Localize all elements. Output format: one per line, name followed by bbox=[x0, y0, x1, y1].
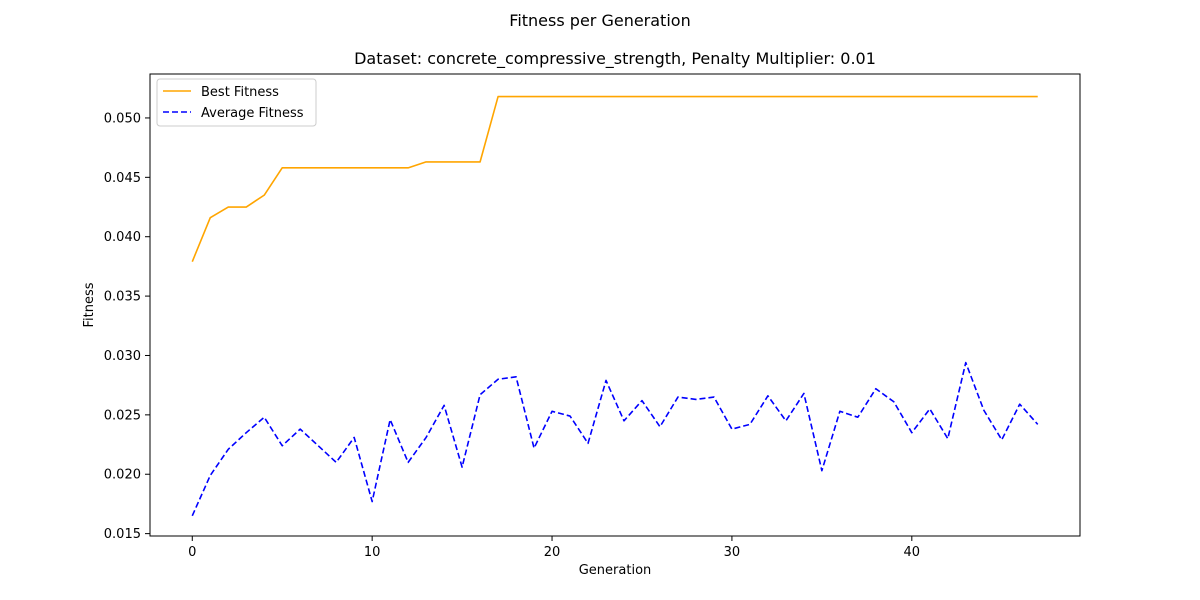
y-tick-label: 0.025 bbox=[104, 408, 141, 423]
axes-frame bbox=[149, 73, 1081, 537]
legend-label-average-fitness: Average Fitness bbox=[201, 106, 304, 121]
y-axis-label: Fitness bbox=[82, 282, 97, 327]
y-tick-label: 0.035 bbox=[104, 290, 141, 305]
x-tick-label: 20 bbox=[544, 545, 561, 560]
x-tick-label: 40 bbox=[904, 545, 921, 560]
x-tick-label: 10 bbox=[364, 545, 381, 560]
chart-suptitle: Fitness per Generation bbox=[509, 11, 690, 30]
y-tick-label: 0.030 bbox=[104, 349, 141, 364]
series-line-average-fitness bbox=[191, 361, 1039, 517]
series-layer bbox=[191, 95, 1039, 517]
x-tick-label: 0 bbox=[188, 545, 196, 560]
chart-title: Dataset: concrete_compressive_strength, … bbox=[354, 49, 876, 69]
series-line-best-fitness bbox=[191, 95, 1038, 262]
legend-label-best-fitness: Best Fitness bbox=[201, 85, 279, 100]
y-axis-ticks: 0.015 0.020 0.025 0.030 0.035 0.040 0.045 0.050 bbox=[104, 111, 150, 542]
legend: Best Fitness Average Fitness bbox=[156, 78, 317, 127]
y-tick-label: 0.045 bbox=[104, 171, 141, 186]
y-tick-label: 0.050 bbox=[104, 111, 141, 126]
x-axis-label: Generation bbox=[579, 563, 652, 578]
y-tick-label: 0.040 bbox=[104, 230, 141, 245]
legend-box bbox=[156, 78, 317, 127]
plot-area: 0 10 20 30 40 0.015 0.020 0.025 0.030 0.035 0.040… bbox=[104, 73, 1081, 560]
y-tick-label: 0.015 bbox=[104, 527, 141, 542]
x-axis-ticks: 0 10 20 30 40 bbox=[188, 536, 920, 560]
x-tick-label: 30 bbox=[724, 545, 741, 560]
y-tick-label: 0.020 bbox=[104, 468, 141, 483]
